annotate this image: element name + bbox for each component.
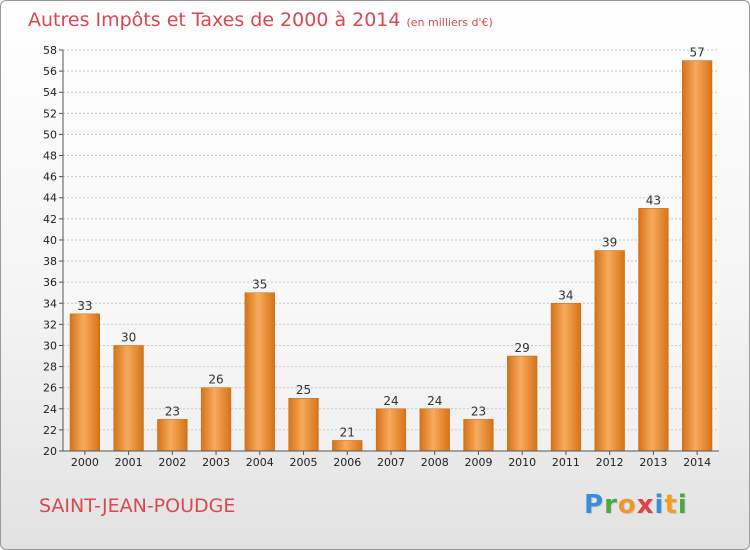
bar-value-label: 30 [121, 330, 136, 344]
bar [113, 345, 144, 452]
bar [463, 419, 494, 452]
x-tick-label: 2007 [377, 456, 405, 469]
y-tick-label: 58 [43, 44, 57, 57]
y-tick-label: 52 [43, 107, 57, 120]
logo-letter: t [664, 490, 678, 520]
y-tick-label: 38 [43, 255, 57, 268]
y-tick-label: 46 [43, 171, 57, 184]
x-tick-label: 2004 [246, 456, 274, 469]
bar-value-label: 23 [165, 404, 180, 418]
bar-value-label: 33 [77, 299, 92, 313]
y-tick-label: 44 [43, 192, 57, 205]
bar [594, 250, 625, 452]
town-name: SAINT-JEAN-POUDGE [39, 495, 236, 517]
bar [375, 408, 407, 452]
logo-letter: P [584, 490, 605, 520]
y-tick-label: 54 [43, 86, 57, 99]
bar-value-label: 43 [646, 193, 661, 207]
logo-letter: r [604, 490, 618, 520]
x-tick-label: 2005 [290, 456, 318, 469]
bar-value-label: 29 [515, 341, 530, 355]
bar [244, 292, 275, 452]
bar-value-label: 57 [689, 46, 704, 60]
y-tick-label: 22 [43, 424, 57, 437]
logo-letter: i [654, 490, 665, 520]
chart-title: Autres Impôts et Taxes de 2000 à 2014 [28, 9, 401, 31]
bar [69, 313, 100, 452]
bar-value-label: 23 [471, 404, 486, 418]
x-tick-label: 2009 [464, 456, 492, 469]
bar [682, 60, 713, 452]
bar [638, 208, 669, 452]
y-tick-label: 24 [43, 403, 57, 416]
logo-letter: x [636, 490, 655, 520]
bar-value-label: 26 [208, 373, 223, 387]
x-tick-label: 2000 [71, 456, 99, 469]
y-tick-label: 36 [43, 276, 57, 289]
proxiti-logo: Proxiti [584, 490, 688, 520]
x-tick-label: 2013 [639, 456, 667, 469]
bar [332, 440, 363, 452]
bar [157, 419, 188, 452]
x-tick-label: 2006 [333, 456, 361, 469]
bar-value-label: 35 [252, 278, 267, 292]
bar-value-label: 34 [558, 288, 573, 302]
bar-value-label: 21 [340, 425, 355, 439]
bar-value-label: 24 [427, 394, 442, 408]
x-tick-label: 2001 [115, 456, 143, 469]
y-tick-label: 32 [43, 318, 57, 331]
chart-subtitle: (en milliers d'€) [406, 16, 493, 29]
y-tick-label: 20 [43, 445, 57, 458]
bar-value-label: 24 [383, 394, 398, 408]
x-tick-label: 2003 [202, 456, 230, 469]
y-tick-label: 48 [43, 150, 57, 163]
bar [200, 387, 232, 452]
y-tick-label: 40 [43, 234, 57, 247]
bar [419, 408, 450, 452]
y-tick-label: 42 [43, 213, 57, 226]
x-tick-label: 2011 [552, 456, 580, 469]
logo-letter: o [617, 490, 637, 520]
bar [288, 397, 319, 452]
bar-value-label: 39 [602, 236, 617, 250]
bar [507, 355, 538, 452]
y-tick-label: 56 [43, 65, 57, 78]
x-tick-label: 2012 [596, 456, 624, 469]
y-tick-label: 30 [43, 339, 57, 352]
x-tick-label: 2014 [683, 456, 711, 469]
title-row: Autres Impôts et Taxes de 2000 à 2014 (en… [28, 9, 493, 31]
bar [550, 303, 582, 452]
y-tick-label: 50 [43, 128, 57, 141]
y-tick-label: 28 [43, 361, 57, 374]
y-tick-label: 26 [43, 382, 57, 395]
y-tick-label: 34 [43, 297, 57, 310]
x-tick-label: 2010 [508, 456, 536, 469]
x-tick-label: 2008 [421, 456, 449, 469]
x-tick-label: 2002 [158, 456, 186, 469]
logo-letter: i [677, 490, 688, 520]
bar-value-label: 25 [296, 383, 311, 397]
